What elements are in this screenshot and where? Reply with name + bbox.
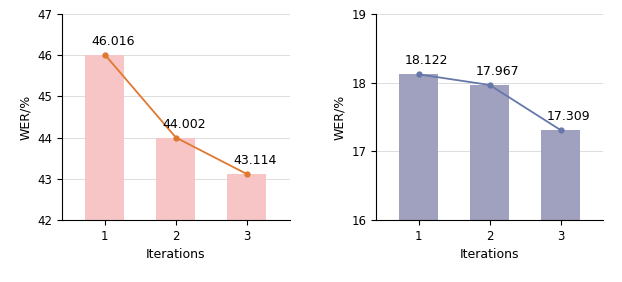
Text: 46.016: 46.016: [91, 35, 134, 48]
X-axis label: Iterations: Iterations: [460, 248, 519, 261]
Bar: [156, 138, 195, 220]
Text: 43.114: 43.114: [233, 154, 276, 167]
Text: 18.122: 18.122: [405, 54, 448, 67]
Bar: [399, 74, 438, 220]
Bar: [470, 85, 509, 220]
Bar: [228, 174, 266, 220]
Bar: [85, 55, 124, 220]
Text: 17.309: 17.309: [547, 110, 590, 123]
Y-axis label: WER/%: WER/%: [333, 94, 346, 140]
Y-axis label: WER/%: WER/%: [19, 94, 32, 140]
X-axis label: Iterations: Iterations: [146, 248, 206, 261]
Bar: [541, 130, 580, 220]
Text: 17.967: 17.967: [476, 65, 519, 78]
Text: 44.002: 44.002: [162, 118, 206, 131]
